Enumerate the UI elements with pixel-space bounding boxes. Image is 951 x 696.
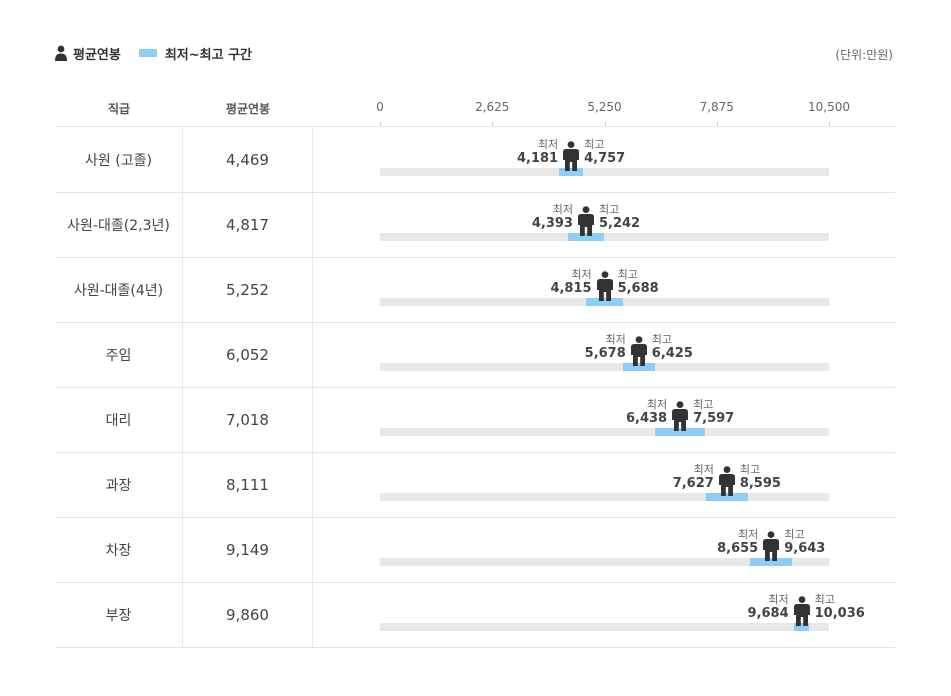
max-caption: 최고 (651, 333, 673, 346)
min-max-range-bar (558, 168, 584, 176)
average-salary-cell: 9,860 (183, 582, 313, 647)
legend-range-label: 최저~최고 구간 (164, 47, 253, 63)
range-track (380, 363, 829, 371)
max-caption: 최고 (693, 398, 714, 411)
average-person-marker (793, 596, 810, 626)
x-tick-label: 2,625 (475, 100, 510, 114)
max-caption: 최고 (814, 593, 835, 606)
min-max-range-bar (706, 493, 748, 501)
min-caption: 최저 (693, 463, 714, 476)
rank-cell: 주임 (55, 322, 183, 387)
range-track (380, 558, 829, 566)
rank-cell: 사원-대졸(2,3년) (55, 192, 183, 257)
header-rank: 직급 (107, 102, 131, 116)
max-value-label: 4,757 (584, 151, 626, 166)
average-salary-cell: 8,111 (183, 452, 313, 517)
average-salary-cell: 9,149 (183, 517, 313, 582)
max-caption: 최고 (598, 203, 620, 216)
min-max-range-bar (750, 558, 793, 566)
min-max-range-bar (585, 298, 624, 306)
range-track (380, 623, 829, 631)
person-icon (55, 45, 67, 61)
average-person-marker (630, 336, 647, 366)
rank-cell: 차장 (55, 517, 183, 582)
min-value-label: 4,181 (516, 151, 559, 166)
rank-cell: 사원 (고졸) (55, 127, 183, 192)
rank-cell: 과장 (55, 452, 183, 517)
min-value-label: 7,627 (672, 476, 714, 491)
min-max-range-bar (567, 233, 605, 241)
header-average: 평균연봉 (225, 102, 271, 116)
average-person-marker (577, 206, 594, 236)
min-caption: 최저 (571, 268, 592, 281)
min-max-range-bar (655, 428, 705, 436)
max-value-label: 9,643 (784, 541, 826, 556)
range-track (380, 493, 829, 501)
rank-cell: 사원-대졸(4년) (55, 257, 183, 322)
max-caption: 최고 (617, 268, 638, 281)
rank-cell: 대리 (55, 387, 183, 452)
x-tick-mark (829, 122, 830, 126)
legend-average-label: 평균연봉 (73, 47, 121, 63)
table-row: 사원 (고졸) 4,469 최저 4,181 최고 4,757 (55, 127, 895, 193)
unit-label: (단위:만원) (835, 48, 893, 62)
legend: 평균연봉 최저~최고 구간 (55, 44, 253, 63)
x-tick-label: 0 (376, 100, 384, 114)
min-value-label: 5,678 (584, 346, 626, 361)
min-max-range-bar (622, 363, 655, 371)
x-tick-mark (604, 122, 606, 126)
max-caption: 최고 (739, 463, 761, 476)
average-salary-cell: 4,469 (183, 127, 313, 192)
x-tick-label: 7,875 (699, 100, 734, 114)
table-row: 부장 9,860 최저 9,684 최고 10,036 (55, 582, 895, 648)
table-row: 과장 8,111 최저 7,627 최고 8,595 (55, 452, 895, 518)
min-value-label: 6,438 (625, 411, 668, 426)
table-row: 주임 6,052 최저 5,678 최고 6,425 (55, 322, 895, 388)
max-value-label: 8,595 (739, 476, 781, 491)
table-header: 직급 평균연봉 0 2,625 5,250 7,875 10,500 (55, 96, 895, 127)
x-tick-mark (716, 122, 718, 126)
max-value-label: 7,597 (693, 411, 735, 426)
average-person-marker (596, 271, 613, 301)
average-salary-cell: 7,018 (183, 387, 313, 452)
min-caption: 최저 (737, 528, 759, 541)
min-caption: 최저 (605, 333, 626, 346)
max-value-label: 6,425 (651, 346, 693, 361)
min-value-label: 8,655 (717, 541, 759, 556)
x-tick-label: 10,500 (808, 100, 850, 114)
average-person-marker (563, 141, 580, 171)
max-value-label: 5,242 (598, 216, 641, 231)
range-track (380, 428, 829, 436)
table-row: 사원-대졸(2,3년) 4,817 최저 4,393 최고 5,242 (55, 192, 895, 258)
min-value-label: 4,815 (550, 281, 592, 296)
min-value-label: 4,393 (531, 216, 573, 231)
average-person-marker (672, 401, 689, 431)
x-tick-mark (492, 122, 494, 126)
average-salary-cell: 5,252 (183, 257, 313, 322)
min-max-range-bar (794, 623, 810, 631)
range-swatch (138, 49, 157, 57)
min-caption: 최저 (552, 203, 573, 216)
range-track (380, 233, 829, 241)
average-person-marker (763, 531, 780, 561)
table-row: 차장 9,149 최저 8,655 최고 9,643 (55, 517, 895, 583)
rank-cell: 부장 (55, 582, 183, 647)
min-caption: 최저 (537, 138, 559, 151)
max-caption: 최고 (584, 138, 605, 151)
max-value-label: 10,036 (814, 606, 865, 621)
table-row: 대리 7,018 최저 6,438 최고 7,597 (55, 387, 895, 453)
x-tick-label: 5,250 (587, 100, 622, 114)
max-caption: 최고 (784, 528, 805, 541)
min-caption: 최저 (768, 593, 789, 606)
min-caption: 최저 (646, 398, 668, 411)
max-value-label: 5,688 (617, 281, 659, 296)
range-track (380, 168, 829, 176)
table-row: 사원-대졸(4년) 5,252 최저 4,815 최고 5,688 (55, 257, 895, 323)
min-value-label: 9,684 (747, 606, 789, 621)
x-tick-mark (380, 122, 381, 126)
average-salary-cell: 4,817 (183, 192, 313, 257)
average-person-marker (718, 466, 735, 496)
average-salary-cell: 6,052 (183, 322, 313, 387)
